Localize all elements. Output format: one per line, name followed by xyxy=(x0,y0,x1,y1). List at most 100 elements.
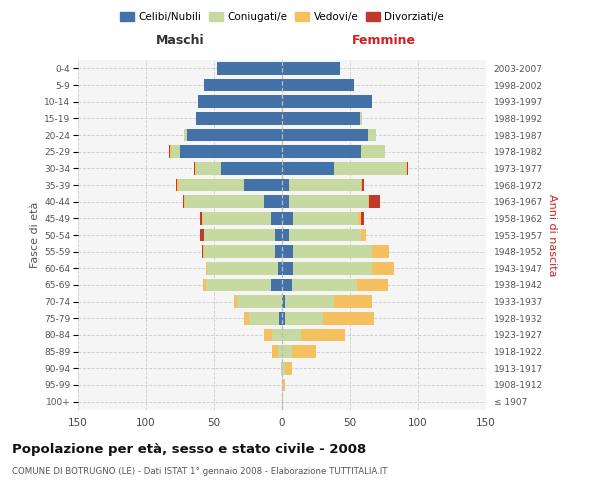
Legend: Celibi/Nubili, Coniugati/e, Vedovi/e, Divorziati/e: Celibi/Nubili, Coniugati/e, Vedovi/e, Di… xyxy=(116,8,448,26)
Bar xyxy=(301,329,344,341)
Y-axis label: Fasce di età: Fasce di età xyxy=(30,202,40,268)
Bar xyxy=(196,162,221,174)
Bar xyxy=(265,196,282,208)
Bar xyxy=(282,62,340,74)
Bar xyxy=(281,362,282,374)
Bar xyxy=(282,229,289,241)
Bar xyxy=(180,146,282,158)
Bar xyxy=(244,312,250,324)
Bar xyxy=(265,329,272,341)
Bar xyxy=(282,246,293,258)
Bar xyxy=(282,162,334,174)
Bar xyxy=(293,246,372,258)
Bar xyxy=(361,146,385,158)
Text: Femmine: Femmine xyxy=(352,34,416,46)
Bar xyxy=(221,162,282,174)
Bar xyxy=(293,262,372,274)
Bar xyxy=(362,179,364,192)
Bar xyxy=(282,362,285,374)
Bar xyxy=(282,112,359,124)
Bar xyxy=(285,312,323,324)
Y-axis label: Anni di nascita: Anni di nascita xyxy=(547,194,557,276)
Bar xyxy=(282,96,372,108)
Bar xyxy=(217,62,282,74)
Bar xyxy=(369,196,380,208)
Bar xyxy=(197,96,282,108)
Bar xyxy=(282,196,289,208)
Bar xyxy=(200,229,205,241)
Bar xyxy=(205,229,275,241)
Bar xyxy=(206,279,271,291)
Bar xyxy=(282,146,361,158)
Bar xyxy=(279,312,282,324)
Bar xyxy=(194,162,195,174)
Bar xyxy=(282,396,283,408)
Bar xyxy=(202,212,203,224)
Bar xyxy=(289,179,361,192)
Bar xyxy=(358,212,361,224)
Bar xyxy=(271,212,282,224)
Bar xyxy=(250,312,279,324)
Bar xyxy=(169,146,170,158)
Bar xyxy=(361,212,364,224)
Text: COMUNE DI BOTRUGNO (LE) - Dati ISTAT 1° gennaio 2008 - Elaborazione TUTTITALIA.I: COMUNE DI BOTRUGNO (LE) - Dati ISTAT 1° … xyxy=(12,468,388,476)
Bar xyxy=(407,162,409,174)
Bar xyxy=(372,262,394,274)
Bar xyxy=(278,346,282,358)
Bar xyxy=(368,196,369,208)
Bar xyxy=(282,312,285,324)
Bar xyxy=(177,179,179,192)
Bar xyxy=(282,379,283,391)
Bar xyxy=(196,112,282,124)
Bar xyxy=(289,229,361,241)
Bar xyxy=(244,179,282,192)
Bar xyxy=(282,279,292,291)
Bar xyxy=(271,279,282,291)
Bar xyxy=(285,362,292,374)
Bar xyxy=(359,112,362,124)
Bar xyxy=(203,212,271,224)
Bar xyxy=(282,262,293,274)
Bar xyxy=(272,329,282,341)
Bar xyxy=(184,129,187,141)
Bar xyxy=(282,346,292,358)
Bar xyxy=(237,296,282,308)
Bar xyxy=(292,346,316,358)
Bar xyxy=(195,162,196,174)
Bar xyxy=(235,296,237,308)
Bar xyxy=(172,146,180,158)
Bar xyxy=(282,179,289,192)
Bar xyxy=(170,146,172,158)
Bar xyxy=(272,346,278,358)
Bar xyxy=(275,229,282,241)
Bar xyxy=(205,79,282,92)
Bar xyxy=(289,196,368,208)
Bar xyxy=(206,262,207,274)
Text: Popolazione per età, sesso e stato civile - 2008: Popolazione per età, sesso e stato civil… xyxy=(12,442,366,456)
Bar xyxy=(283,379,285,391)
Bar xyxy=(293,212,358,224)
Bar xyxy=(282,129,368,141)
Bar xyxy=(292,279,357,291)
Bar xyxy=(203,279,206,291)
Text: Maschi: Maschi xyxy=(155,34,205,46)
Bar xyxy=(368,129,376,141)
Bar xyxy=(285,296,334,308)
Bar xyxy=(187,129,282,141)
Bar xyxy=(184,196,185,208)
Bar xyxy=(282,212,293,224)
Bar xyxy=(372,246,389,258)
Bar xyxy=(361,229,367,241)
Bar xyxy=(185,196,265,208)
Bar xyxy=(207,262,278,274)
Bar xyxy=(282,79,354,92)
Bar xyxy=(179,179,244,192)
Bar xyxy=(361,179,362,192)
Bar xyxy=(278,262,282,274)
Bar xyxy=(202,246,203,258)
Bar xyxy=(282,296,285,308)
Bar xyxy=(205,246,275,258)
Bar xyxy=(406,162,407,174)
Bar xyxy=(357,279,388,291)
Bar xyxy=(275,246,282,258)
